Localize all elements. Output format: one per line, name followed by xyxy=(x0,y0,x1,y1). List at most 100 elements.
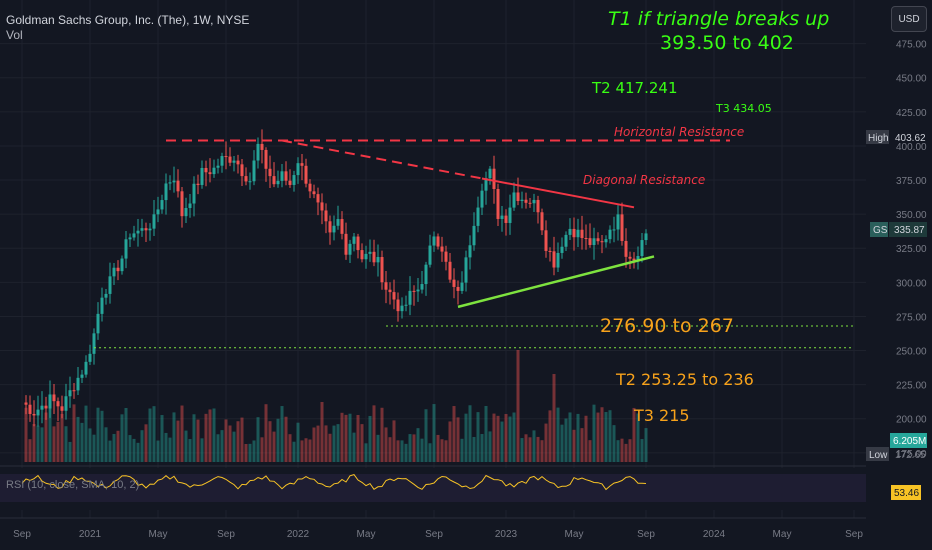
t1-target-line2: 393.50 to 402 xyxy=(660,32,794,54)
symbol-tag: GS xyxy=(873,225,888,236)
candle-body xyxy=(80,374,84,378)
candle-body xyxy=(200,167,204,185)
horizontal-resistance-label: Horizontal Resistance xyxy=(614,125,744,139)
candle-body xyxy=(40,405,44,410)
candle-body xyxy=(340,219,344,234)
candle-body xyxy=(176,180,180,192)
candle-body xyxy=(400,305,404,312)
volume-bar xyxy=(60,413,64,462)
volume-bar xyxy=(164,432,168,462)
volume-bar xyxy=(44,412,48,462)
volume-bar xyxy=(632,407,636,462)
volume-bar xyxy=(640,439,644,462)
volume-bar xyxy=(348,413,352,462)
t2-target-down: T2 253.25 to 236 xyxy=(615,370,754,389)
candle-body xyxy=(156,209,160,215)
volume-bar xyxy=(480,434,484,462)
price-axis[interactable]: 475.00 450.00 425.00 400.00 375.00 350.00 325.… xyxy=(896,40,927,460)
candle-body xyxy=(320,202,324,211)
volume-tag-value: 6.205M xyxy=(893,436,926,447)
candle-body xyxy=(128,237,132,240)
candle-body xyxy=(564,234,568,247)
volume-bar xyxy=(524,434,528,462)
candle-body xyxy=(116,267,120,272)
symbol-title[interactable]: Goldman Sachs Group, Inc. (The), 1W, NYS… xyxy=(6,13,250,27)
candlesticks xyxy=(24,129,648,427)
candle-body xyxy=(232,160,236,163)
volume-bar xyxy=(396,440,400,462)
candle-body xyxy=(348,243,352,255)
volume-bar xyxy=(612,425,616,462)
volume-bar xyxy=(100,410,104,462)
candle-body xyxy=(204,167,208,173)
candle-body xyxy=(412,290,416,292)
volume-bar xyxy=(620,438,624,462)
volume-bar xyxy=(552,374,556,462)
candle-body xyxy=(352,236,356,244)
candle-body xyxy=(504,215,508,223)
candle-body xyxy=(420,284,424,290)
volume-label[interactable]: Vol xyxy=(6,28,23,42)
volume-bar xyxy=(644,428,648,462)
rsi-tag-value: 53.46 xyxy=(894,488,919,499)
t3-target-down: T3 215 xyxy=(633,406,690,425)
candle-body xyxy=(228,156,232,163)
volume-bar xyxy=(128,435,132,462)
time-axis[interactable]: Sep 2021 May Sep 2022 May Sep 2023 May Sep 2024 May… xyxy=(13,529,863,540)
candle-body xyxy=(448,261,452,280)
candle-body xyxy=(516,192,520,201)
candle-body xyxy=(112,267,116,277)
candle-body xyxy=(596,238,600,242)
candle-body xyxy=(588,238,592,245)
candle-body xyxy=(268,168,272,177)
volume-bar xyxy=(156,440,160,462)
volume-bar xyxy=(556,407,560,462)
time-tick-label: 2021 xyxy=(79,529,102,540)
candle-body xyxy=(32,413,36,416)
candle-body xyxy=(600,241,604,243)
volume-bar xyxy=(288,434,292,462)
currency-button[interactable]: USD xyxy=(891,6,927,32)
candle-body xyxy=(308,183,312,192)
time-tick-label: 2022 xyxy=(287,529,310,540)
volume-bar xyxy=(284,416,288,462)
low-tag-value: 172.65 xyxy=(895,450,926,461)
candle-body xyxy=(208,172,212,175)
high-tag: High 403.62 xyxy=(866,130,926,144)
volume-bar xyxy=(500,421,504,462)
candle-body xyxy=(252,160,256,182)
time-tick-label: May xyxy=(149,529,168,540)
volume-bar xyxy=(624,443,628,462)
price-tick-label: 250.00 xyxy=(896,347,927,358)
volume-bar xyxy=(212,408,216,462)
candle-body xyxy=(492,168,496,189)
candle-body xyxy=(444,251,448,262)
chart-legend[interactable]: Goldman Sachs Group, Inc. (The), 1W, NYS… xyxy=(6,13,249,43)
price-tick-label: 450.00 xyxy=(896,74,927,85)
candle-body xyxy=(484,178,488,191)
time-tick-label: Sep xyxy=(637,529,655,540)
candle-body xyxy=(132,233,136,238)
candle-body xyxy=(376,257,380,263)
t3-target-up: T3 434.05 xyxy=(715,102,772,115)
volume-bar xyxy=(528,437,532,462)
price-tick-label: 350.00 xyxy=(896,210,927,221)
diagonal-resistance-label: Diagonal Resistance xyxy=(583,173,705,187)
volume-bar xyxy=(160,415,164,462)
candle-body xyxy=(36,409,40,416)
candle-body xyxy=(548,250,552,252)
volume-bar xyxy=(248,443,252,462)
volume-bar xyxy=(104,427,108,462)
candle-body xyxy=(52,394,56,402)
volume-bar xyxy=(64,426,68,462)
t2-target-up: T2 417.241 xyxy=(591,79,678,97)
candle-body xyxy=(284,171,288,181)
price-tick-label: 300.00 xyxy=(896,278,927,289)
price-tick-label: 325.00 xyxy=(896,244,927,255)
candle-body xyxy=(92,333,96,354)
volume-bar xyxy=(180,405,184,462)
candle-body xyxy=(364,253,368,260)
trendlines[interactable] xyxy=(94,139,854,349)
volume-bar xyxy=(28,439,32,462)
